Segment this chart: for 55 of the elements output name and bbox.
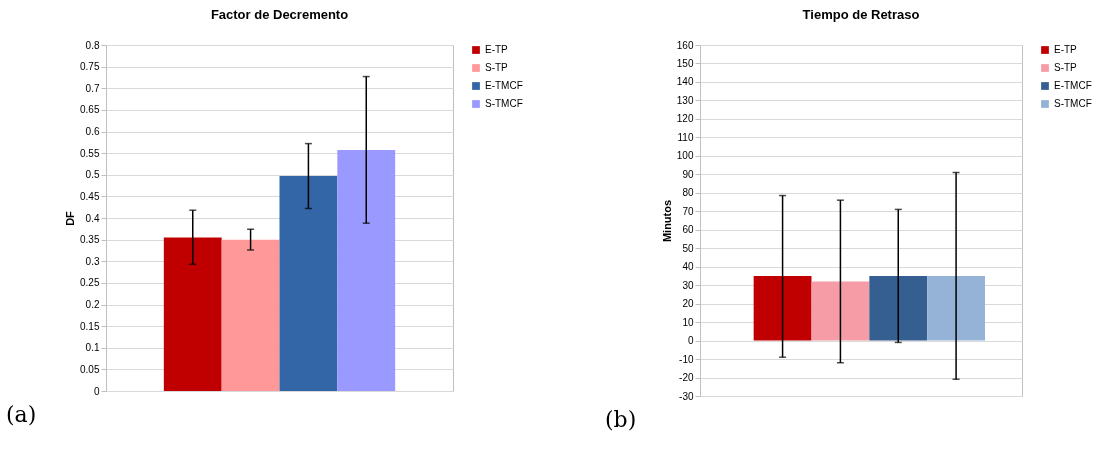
y-tick-label: 0.75: [80, 61, 100, 73]
y-tick-label: 0.8: [85, 39, 100, 51]
legend-label: S-TP: [485, 62, 509, 73]
y-tick-label: 110: [677, 131, 694, 143]
chart-title: Factor de Decremento: [210, 7, 349, 22]
y-tick-label: 0.2: [85, 299, 100, 310]
y-tick-label: 60: [682, 224, 694, 236]
y-tick-label: 70: [682, 205, 694, 217]
y-tick-label: 0.45: [80, 190, 100, 202]
y-tick-label: 10: [682, 316, 694, 328]
y-tick-label: -20: [679, 372, 694, 384]
y-tick-label: 90: [682, 168, 694, 180]
y-tick-label: 0.05: [80, 363, 100, 375]
text: (b): [605, 407, 637, 432]
bar: [337, 150, 396, 391]
legend-label: S-TP: [1054, 62, 1078, 73]
y-tick-label: 0.25: [80, 277, 100, 289]
bar: [221, 239, 280, 391]
y-tick-label: 40: [682, 261, 694, 273]
y-tick-label: 20: [682, 298, 694, 310]
y-tick-label: 0: [93, 385, 100, 397]
y-tick-label: 0.3: [85, 255, 100, 267]
y-tick-label: 150: [676, 57, 694, 69]
y-tick-label: 0.55: [80, 147, 100, 159]
legend-label: E-TP: [485, 44, 509, 55]
y-axis-title: DF: [64, 210, 77, 226]
chart-title: Tiempo de Retraso: [802, 7, 920, 22]
y-tick-label: 0.35: [80, 234, 100, 246]
y-axis-title: Minutos: [660, 199, 673, 243]
legend-label: E-TMCF: [485, 80, 523, 91]
bar: [163, 237, 222, 391]
legend-label: S-TMCF: [485, 98, 523, 109]
y-tick-label: 0.5: [85, 169, 100, 181]
y-tick-label: -30: [679, 390, 694, 402]
y-tick-label: -10: [679, 353, 694, 365]
text: (a): [6, 402, 37, 427]
y-tick-label: 100: [676, 150, 694, 162]
y-tick-label: 0: [687, 335, 694, 347]
y-tick-label: 50: [682, 242, 694, 254]
y-tick-label: 0.7: [85, 82, 100, 94]
y-tick-label: 0.15: [80, 320, 100, 332]
y-tick-label: 120: [676, 113, 694, 125]
legend-label: E-TP: [1054, 44, 1078, 55]
y-tick-label: 0.4: [85, 212, 100, 224]
legend-label: S-TMCF: [1054, 98, 1092, 109]
y-tick-label: 160: [676, 39, 694, 51]
bar: [279, 176, 338, 391]
y-tick-label: 0.1: [85, 342, 100, 354]
y-tick-label: 0.6: [85, 126, 100, 137]
y-tick-label: 30: [682, 279, 694, 291]
y-tick-label: 140: [676, 76, 694, 88]
legend-label: E-TMCF: [1054, 80, 1092, 91]
y-tick-label: 80: [682, 187, 694, 199]
y-tick-label: 130: [676, 94, 694, 106]
y-tick-label: 0.65: [80, 104, 100, 116]
